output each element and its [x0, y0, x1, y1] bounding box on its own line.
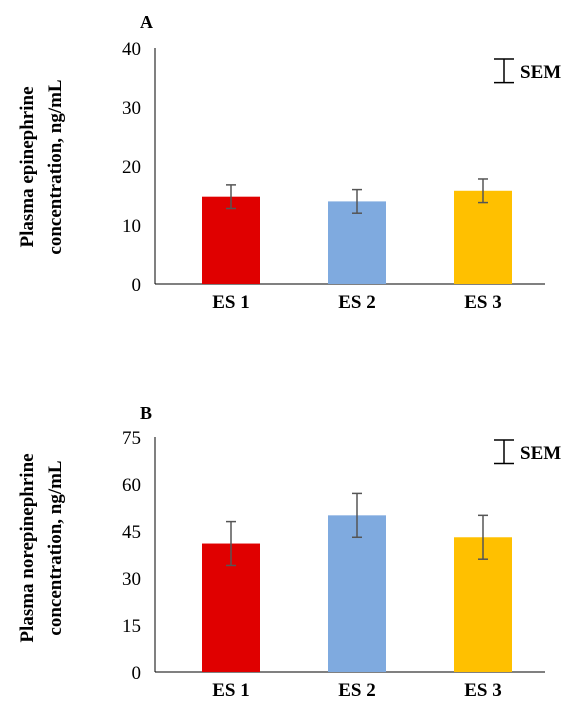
panel-a-plot: 0 10 20 30 40 ES 1 ES 2 ES 3 SEM [122, 39, 561, 313]
panel-a-letter: A [140, 12, 153, 32]
panel-b-ytick-label: 45 [122, 522, 141, 543]
panel-a-xtick-label: ES 2 [338, 292, 376, 313]
panel-b-ylabel-line2: concentration, ng/mL [45, 460, 66, 635]
panel-a-ytick-label: 30 [122, 98, 141, 119]
panel-b-xtick-label: ES 3 [464, 680, 502, 701]
panel-b: B Plasma norepinephrine concentration, n… [17, 403, 561, 701]
panel-a-bar [454, 190, 512, 284]
panel-b-xtick-label: ES 1 [212, 680, 250, 701]
panel-a-ylabel-line2: concentration, ng/mL [45, 79, 66, 254]
panel-a-bar [328, 201, 386, 284]
panel-a-ytick-label: 40 [122, 39, 141, 60]
panel-a-xtick-label: ES 1 [212, 292, 250, 313]
panel-b-ytick-label: 60 [122, 475, 141, 496]
panel-a-bar [202, 196, 260, 284]
panel-b-ylabel-line1: Plasma norepinephrine [17, 453, 38, 642]
panel-b-ytick-label: 15 [122, 616, 141, 637]
panel-a-ytick-label: 20 [122, 157, 141, 178]
panel-a-ytick-label: 0 [132, 275, 142, 296]
panel-b-sem-label: SEM [520, 443, 561, 464]
panel-b-ytick-label: 30 [122, 569, 141, 590]
panel-a-xtick-label: ES 3 [464, 292, 502, 313]
panel-a: A Plasma epinephrine concentration, ng/m… [17, 12, 561, 313]
panel-b-xtick-label: ES 2 [338, 680, 376, 701]
panel-b-letter: B [140, 403, 152, 423]
panel-b-bar [328, 515, 386, 672]
panel-b-ytick-label: 0 [132, 663, 142, 684]
panel-a-ytick-label: 10 [122, 216, 141, 237]
panel-a-ylabel-line1: Plasma epinephrine [17, 87, 38, 248]
panel-a-sem-label: SEM [520, 62, 561, 83]
panel-b-ytick-label: 75 [122, 428, 141, 449]
panel-b-plot: 0 15 30 45 60 75 ES 1 ES 2 ES 3 SEM [122, 428, 561, 701]
